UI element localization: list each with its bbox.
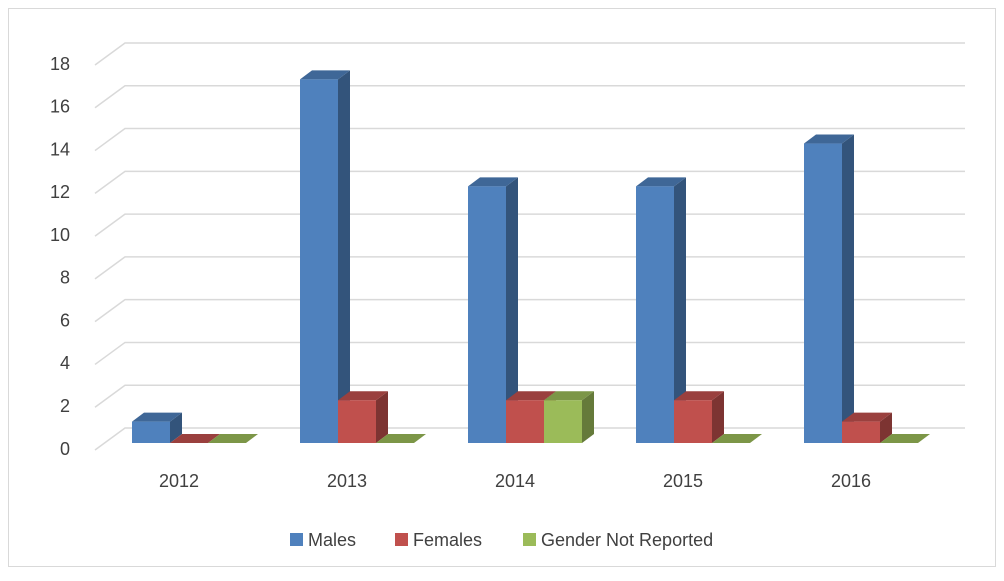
- bar-top: [842, 412, 892, 422]
- grid-line: [94, 170, 965, 194]
- bar-front: [468, 186, 506, 444]
- x-tick-label: 2016: [831, 471, 871, 491]
- bar-side: [338, 70, 350, 443]
- bar-side: [842, 134, 854, 444]
- bar-front: [674, 400, 712, 443]
- y-tick-label: 18: [50, 54, 70, 74]
- bar: [170, 434, 220, 443]
- bar-side: [170, 412, 182, 443]
- y-tick-label: 12: [50, 182, 70, 202]
- grid-line: [94, 127, 965, 152]
- bar-top: [544, 391, 594, 401]
- bar-front: [132, 421, 170, 443]
- bar: [842, 412, 892, 443]
- y-tick-label: 4: [60, 353, 70, 373]
- bar-front: [636, 186, 674, 444]
- bar-side: [582, 391, 594, 443]
- bar: [712, 434, 762, 443]
- grid-line: [94, 85, 965, 109]
- bar-top: [506, 391, 556, 401]
- bar: [674, 391, 724, 443]
- bar-top: [468, 177, 518, 187]
- y-tick-label: 14: [50, 139, 70, 159]
- bar: [376, 434, 426, 443]
- bar-top: [208, 434, 258, 443]
- legend-swatch: [523, 533, 536, 546]
- bar-side: [674, 177, 686, 444]
- bar-top: [300, 70, 350, 80]
- bar-front: [300, 79, 338, 443]
- bar: [132, 412, 182, 443]
- grid-line: [94, 42, 965, 66]
- bar: [208, 434, 258, 443]
- bar-front: [506, 400, 544, 443]
- x-tick-label: 2015: [663, 471, 703, 491]
- bar-side: [712, 391, 724, 443]
- bar-side: [880, 412, 892, 443]
- x-tick-label: 2012: [159, 471, 199, 491]
- bar: [880, 434, 930, 443]
- bar-side: [506, 177, 518, 444]
- bar-front: [804, 143, 842, 444]
- bar-front: [544, 400, 582, 443]
- bar-top: [376, 434, 426, 443]
- legend-swatch: [290, 533, 303, 546]
- bar-top: [338, 391, 388, 401]
- bar-top: [636, 177, 686, 187]
- bar: [636, 177, 686, 444]
- bar: [468, 177, 518, 444]
- y-tick-label: 16: [50, 97, 70, 117]
- bar: [804, 134, 854, 444]
- bar-top: [170, 434, 220, 443]
- x-tick-label: 2013: [327, 471, 367, 491]
- bar-top: [804, 134, 854, 144]
- bar-side: [376, 391, 388, 443]
- bar-top: [712, 434, 762, 443]
- legend-label: Males: [308, 530, 356, 550]
- y-tick-label: 2: [60, 396, 70, 416]
- bar-top: [132, 412, 182, 422]
- bar: [338, 391, 388, 443]
- bar-front: [338, 400, 376, 443]
- legend-label: Females: [413, 530, 482, 550]
- legend-label: Gender Not Reported: [541, 530, 713, 550]
- legend-swatch: [395, 533, 408, 546]
- bar-front: [842, 421, 880, 443]
- y-tick-label: 0: [60, 439, 70, 459]
- bar-top: [880, 434, 930, 443]
- y-tick-label: 10: [50, 225, 70, 245]
- y-tick-label: 6: [60, 310, 70, 330]
- y-tick-label: 8: [60, 268, 70, 288]
- x-tick-label: 2014: [495, 471, 535, 491]
- bar: [300, 70, 350, 443]
- bar-top: [674, 391, 724, 401]
- bar: [544, 391, 594, 443]
